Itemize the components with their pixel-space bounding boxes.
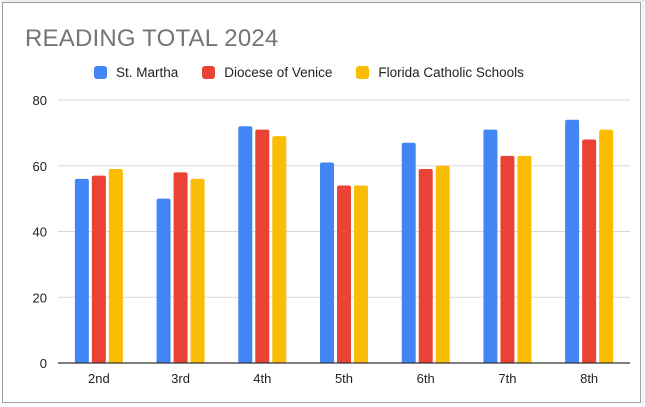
y-axis-ticks: 0 20 40 60 80 bbox=[33, 93, 47, 371]
bar[interactable] bbox=[156, 198, 171, 363]
legend-swatch bbox=[356, 66, 370, 79]
chart-title: READING TOTAL 2024 bbox=[25, 25, 279, 52]
y-tick-label: 40 bbox=[33, 225, 47, 240]
bar[interactable] bbox=[255, 129, 270, 363]
legend-item-diocese-of-venice[interactable]: Diocese of Venice bbox=[202, 65, 332, 80]
y-tick-label: 80 bbox=[33, 93, 47, 108]
x-tick-label: 2nd bbox=[88, 371, 110, 386]
bar[interactable] bbox=[483, 129, 498, 363]
bars bbox=[74, 119, 614, 363]
y-tick-label: 20 bbox=[33, 290, 47, 305]
x-tick-label: 7th bbox=[498, 371, 516, 386]
bar[interactable] bbox=[190, 178, 205, 363]
legend-label: Diocese of Venice bbox=[224, 65, 333, 80]
y-tick-label: 0 bbox=[40, 356, 47, 371]
bar[interactable] bbox=[517, 155, 532, 363]
bar[interactable] bbox=[320, 162, 334, 363]
legend-label: St. Martha bbox=[116, 65, 179, 80]
legend-swatch bbox=[202, 66, 216, 79]
bar[interactable] bbox=[108, 169, 123, 363]
bar[interactable] bbox=[582, 139, 597, 363]
y-tick-label: 60 bbox=[33, 159, 47, 174]
x-tick-label: 4th bbox=[253, 371, 271, 386]
legend-item-florida-catholic-schools[interactable]: Florida Catholic Schools bbox=[356, 65, 524, 80]
legend-swatch bbox=[94, 66, 107, 79]
bar[interactable] bbox=[565, 119, 580, 363]
chart-legend: St. Martha Diocese of Venice Florida Cat… bbox=[94, 65, 548, 80]
x-tick-label: 3rd bbox=[171, 371, 190, 386]
bar[interactable] bbox=[238, 126, 253, 363]
bar[interactable] bbox=[173, 172, 188, 363]
x-tick-label: 8th bbox=[580, 371, 598, 386]
bar[interactable] bbox=[435, 165, 450, 363]
bar[interactable] bbox=[91, 175, 106, 363]
bar[interactable] bbox=[74, 178, 89, 363]
bar[interactable] bbox=[401, 142, 416, 363]
x-axis-ticks: 2nd 3rd 4th 5th 6th 7th 8th bbox=[88, 371, 598, 386]
legend-label: Florida Catholic Schools bbox=[378, 65, 524, 80]
x-tick-label: 6th bbox=[417, 371, 435, 386]
bar[interactable] bbox=[337, 185, 351, 363]
x-tick-label: 5th bbox=[335, 371, 353, 386]
bar[interactable] bbox=[599, 129, 614, 363]
bar[interactable] bbox=[272, 136, 287, 363]
bar[interactable] bbox=[418, 169, 433, 363]
legend-item-st-martha[interactable]: St. Martha bbox=[94, 65, 178, 80]
bar[interactable] bbox=[354, 185, 368, 363]
bar[interactable] bbox=[500, 155, 515, 363]
